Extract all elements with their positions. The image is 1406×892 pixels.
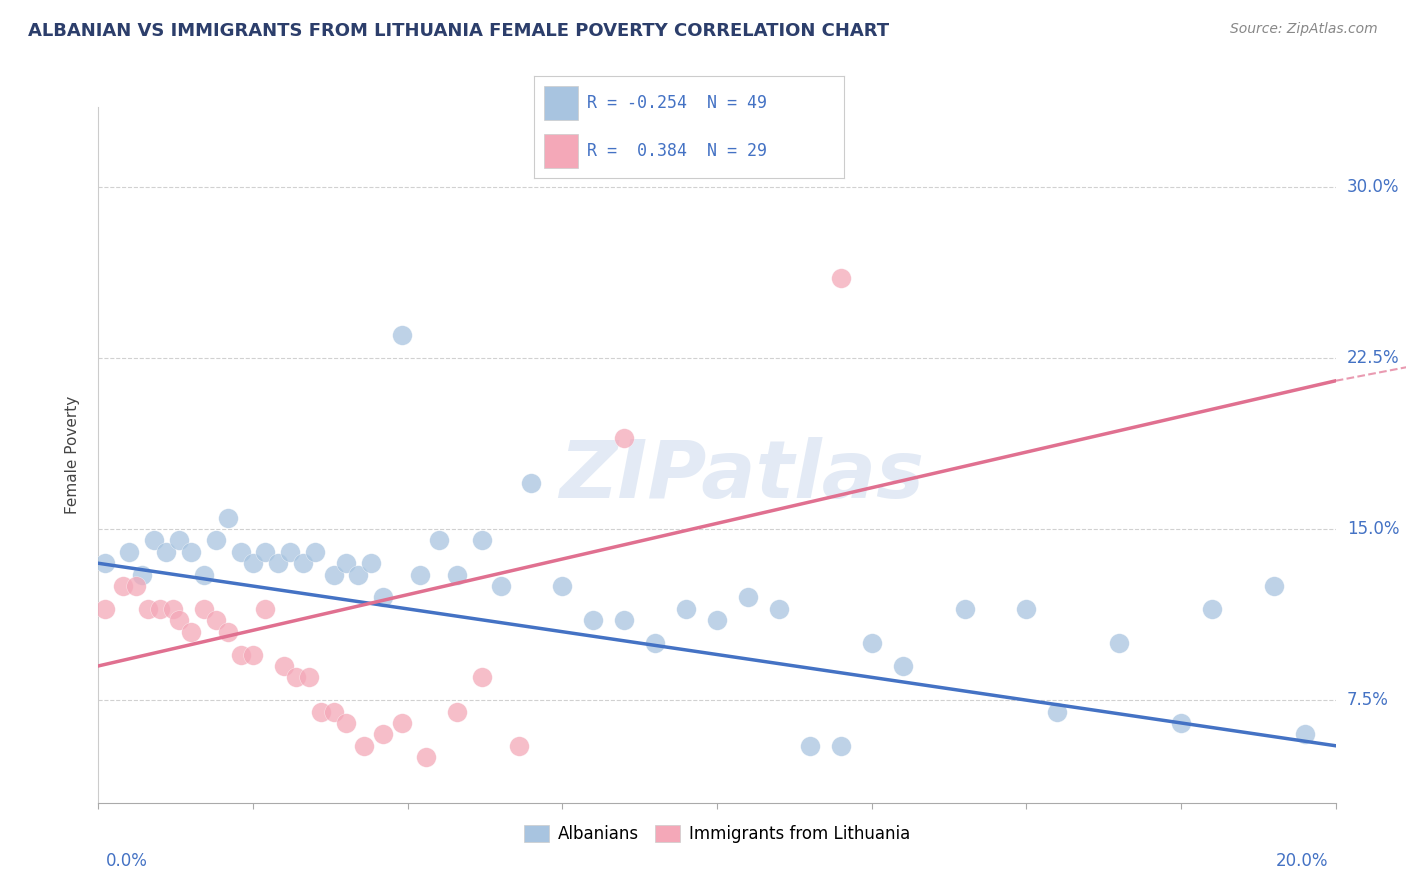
Point [205, 533, 228, 548]
Point [391, 715, 413, 730]
Point [353, 739, 375, 753]
Point [291, 556, 314, 570]
Point [551, 579, 574, 593]
Point [520, 476, 543, 491]
Point [193, 602, 215, 616]
Text: 15.0%: 15.0% [1347, 520, 1399, 538]
Point [391, 328, 413, 343]
Point [304, 545, 326, 559]
Text: 22.5%: 22.5% [1347, 349, 1399, 367]
Point [768, 602, 790, 616]
Point [471, 670, 494, 684]
Text: R = -0.254  N = 49: R = -0.254 N = 49 [586, 94, 766, 112]
Point [167, 613, 190, 627]
Text: 20.0%: 20.0% [1277, 852, 1329, 870]
Point [675, 602, 697, 616]
Point [347, 567, 370, 582]
Point [371, 727, 394, 741]
Point [427, 533, 450, 548]
Point [143, 533, 166, 548]
Point [309, 705, 332, 719]
Point [242, 648, 264, 662]
Point [489, 579, 512, 593]
Point [799, 739, 821, 753]
Point [273, 659, 295, 673]
Point [613, 613, 636, 627]
Point [1108, 636, 1130, 650]
Legend: Albanians, Immigrants from Lithuania: Albanians, Immigrants from Lithuania [517, 819, 917, 850]
Point [891, 659, 914, 673]
Point [471, 533, 494, 548]
Point [285, 670, 308, 684]
Point [217, 624, 239, 639]
Point [180, 545, 202, 559]
Point [118, 545, 141, 559]
Text: Source: ZipAtlas.com: Source: ZipAtlas.com [1230, 22, 1378, 37]
Point [335, 715, 357, 730]
Point [167, 533, 190, 548]
FancyBboxPatch shape [544, 87, 578, 120]
Text: 7.5%: 7.5% [1347, 691, 1389, 709]
Point [1263, 579, 1285, 593]
Point [1015, 602, 1038, 616]
Point [229, 648, 252, 662]
Point [112, 579, 135, 593]
Point [737, 591, 759, 605]
Point [93, 602, 115, 616]
FancyBboxPatch shape [544, 135, 578, 168]
Point [254, 602, 277, 616]
Point [335, 556, 357, 570]
Point [446, 567, 468, 582]
Point [830, 271, 852, 285]
Point [1046, 705, 1069, 719]
Point [582, 613, 605, 627]
Point [644, 636, 666, 650]
Point [229, 545, 252, 559]
Point [162, 602, 184, 616]
Point [1201, 602, 1223, 616]
Point [242, 556, 264, 570]
Text: ALBANIAN VS IMMIGRANTS FROM LITHUANIA FEMALE POVERTY CORRELATION CHART: ALBANIAN VS IMMIGRANTS FROM LITHUANIA FE… [28, 22, 889, 40]
Point [193, 567, 215, 582]
Point [371, 591, 394, 605]
Point [415, 750, 437, 764]
Point [613, 431, 636, 445]
Text: 0.0%: 0.0% [105, 852, 148, 870]
Point [180, 624, 202, 639]
Point [124, 579, 146, 593]
Point [508, 739, 530, 753]
Point [278, 545, 301, 559]
Text: 30.0%: 30.0% [1347, 178, 1399, 196]
Point [136, 602, 159, 616]
Point [322, 567, 344, 582]
Point [1294, 727, 1316, 741]
Point [205, 613, 228, 627]
Point [1170, 715, 1192, 730]
Point [155, 545, 177, 559]
Point [267, 556, 290, 570]
Point [409, 567, 432, 582]
Point [860, 636, 883, 650]
Point [706, 613, 728, 627]
Point [953, 602, 976, 616]
Point [322, 705, 344, 719]
Text: ZIPatlas: ZIPatlas [560, 437, 924, 515]
Point [149, 602, 172, 616]
Point [131, 567, 153, 582]
Point [93, 556, 115, 570]
Y-axis label: Female Poverty: Female Poverty [65, 396, 80, 514]
Point [360, 556, 382, 570]
Text: R =  0.384  N = 29: R = 0.384 N = 29 [586, 142, 766, 161]
Point [830, 739, 852, 753]
Point [254, 545, 277, 559]
Point [217, 510, 239, 524]
Point [298, 670, 321, 684]
Point [446, 705, 468, 719]
